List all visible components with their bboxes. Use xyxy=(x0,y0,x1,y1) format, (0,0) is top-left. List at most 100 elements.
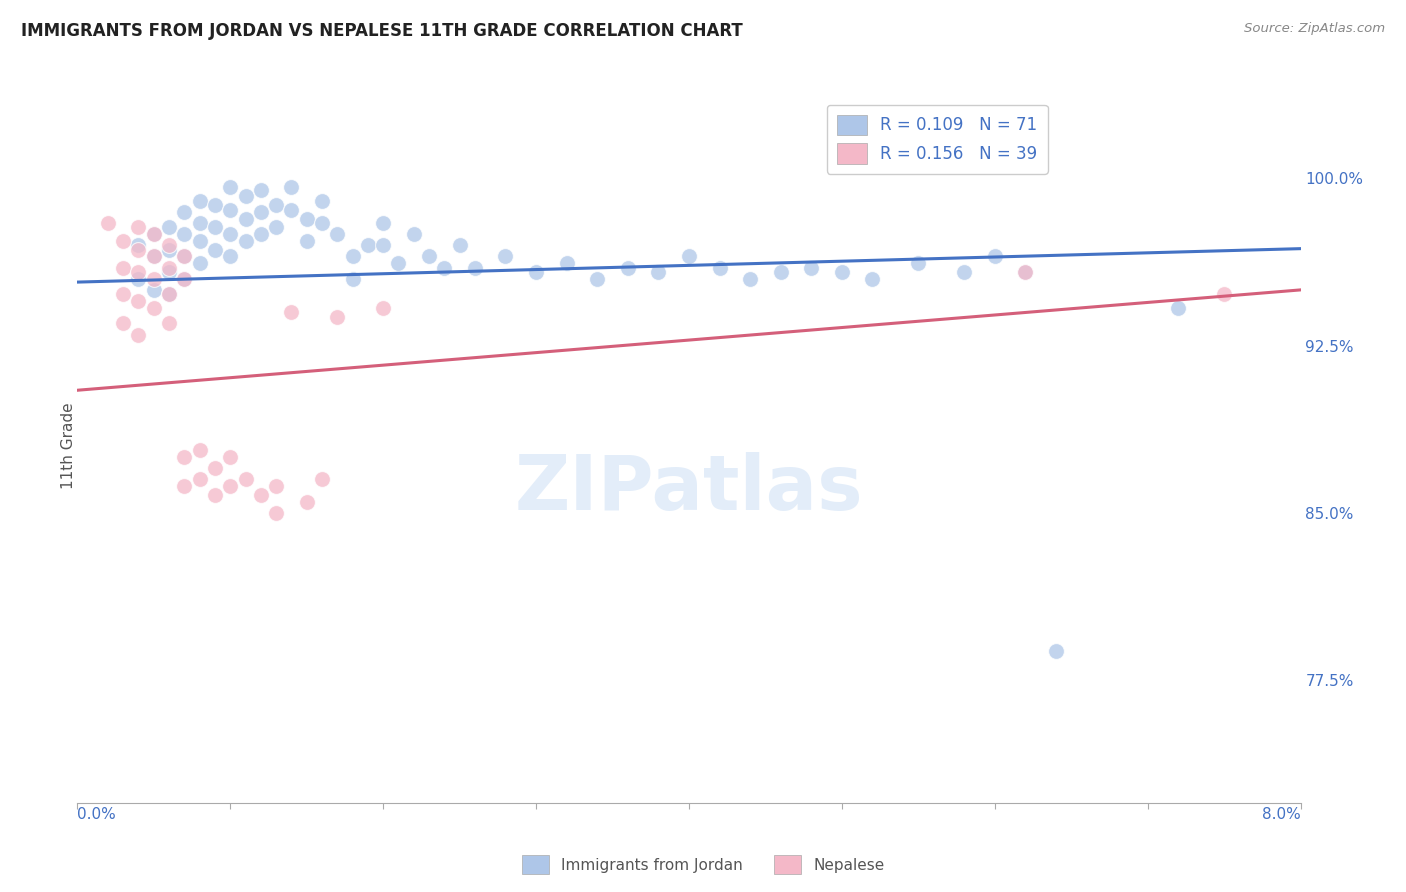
Point xyxy=(1014,265,1036,279)
Point xyxy=(862,271,884,285)
Point xyxy=(219,227,242,242)
Text: ZIPatlas: ZIPatlas xyxy=(515,452,863,525)
Point xyxy=(188,256,211,270)
Point xyxy=(311,473,333,487)
Point xyxy=(647,265,669,279)
Point xyxy=(235,473,257,487)
Point xyxy=(326,310,349,324)
Point xyxy=(264,506,287,520)
Legend: Immigrants from Jordan, Nepalese: Immigrants from Jordan, Nepalese xyxy=(516,849,890,880)
Point xyxy=(112,287,135,301)
Point xyxy=(250,183,273,197)
Text: 8.0%: 8.0% xyxy=(1261,807,1301,822)
Point xyxy=(219,202,242,217)
Point xyxy=(219,250,242,264)
Point xyxy=(433,260,456,275)
Point xyxy=(295,234,318,248)
Point xyxy=(371,216,394,230)
Point xyxy=(907,256,929,270)
Point xyxy=(418,250,440,264)
Point xyxy=(157,243,180,257)
Point xyxy=(402,227,425,242)
Point xyxy=(157,316,180,330)
Point xyxy=(128,243,150,257)
Point xyxy=(204,488,226,502)
Point xyxy=(264,479,287,493)
Point xyxy=(387,256,409,270)
Point xyxy=(295,494,318,508)
Point xyxy=(188,194,211,208)
Point xyxy=(295,211,318,226)
Point xyxy=(740,271,762,285)
Point xyxy=(142,301,165,315)
Point xyxy=(142,250,165,264)
Point xyxy=(173,271,195,285)
Point xyxy=(235,234,257,248)
Point xyxy=(1167,301,1189,315)
Point xyxy=(128,265,150,279)
Point xyxy=(142,227,165,242)
Point xyxy=(264,220,287,235)
Text: IMMIGRANTS FROM JORDAN VS NEPALESE 11TH GRADE CORRELATION CHART: IMMIGRANTS FROM JORDAN VS NEPALESE 11TH … xyxy=(21,22,742,40)
Point xyxy=(357,238,380,252)
Point xyxy=(555,256,578,270)
Point xyxy=(112,260,135,275)
Point xyxy=(219,479,242,493)
Point xyxy=(142,283,165,297)
Point xyxy=(157,265,180,279)
Point xyxy=(112,234,135,248)
Point xyxy=(204,461,226,475)
Point xyxy=(311,216,333,230)
Point xyxy=(250,227,273,242)
Point xyxy=(173,204,195,219)
Point xyxy=(264,198,287,212)
Point xyxy=(800,260,823,275)
Point xyxy=(142,271,165,285)
Point xyxy=(1213,287,1236,301)
Point xyxy=(1014,265,1036,279)
Point xyxy=(157,287,180,301)
Point xyxy=(173,479,195,493)
Point xyxy=(280,305,302,319)
Y-axis label: 11th Grade: 11th Grade xyxy=(62,402,76,490)
Point xyxy=(173,250,195,264)
Point xyxy=(112,316,135,330)
Point xyxy=(617,260,640,275)
Point xyxy=(371,301,394,315)
Point xyxy=(188,234,211,248)
Point xyxy=(953,265,976,279)
Point xyxy=(984,250,1007,264)
Point xyxy=(250,488,273,502)
Point xyxy=(188,443,211,458)
Point xyxy=(128,238,150,252)
Point xyxy=(280,180,302,194)
Point xyxy=(235,211,257,226)
Legend: R = 0.109   N = 71, R = 0.156   N = 39: R = 0.109 N = 71, R = 0.156 N = 39 xyxy=(827,104,1047,174)
Point xyxy=(142,227,165,242)
Text: 0.0%: 0.0% xyxy=(77,807,117,822)
Point xyxy=(831,265,853,279)
Point xyxy=(157,238,180,252)
Point xyxy=(204,243,226,257)
Point xyxy=(678,250,700,264)
Point xyxy=(128,271,150,285)
Point xyxy=(173,250,195,264)
Point xyxy=(173,227,195,242)
Point xyxy=(250,204,273,219)
Point xyxy=(157,287,180,301)
Point xyxy=(464,260,486,275)
Point xyxy=(311,194,333,208)
Point xyxy=(204,198,226,212)
Point xyxy=(449,238,471,252)
Point xyxy=(128,294,150,309)
Point xyxy=(342,271,364,285)
Point xyxy=(219,180,242,194)
Point xyxy=(342,250,364,264)
Point xyxy=(586,271,609,285)
Point xyxy=(709,260,731,275)
Point xyxy=(1045,644,1067,658)
Point xyxy=(157,220,180,235)
Point xyxy=(769,265,792,279)
Point xyxy=(280,202,302,217)
Point xyxy=(142,250,165,264)
